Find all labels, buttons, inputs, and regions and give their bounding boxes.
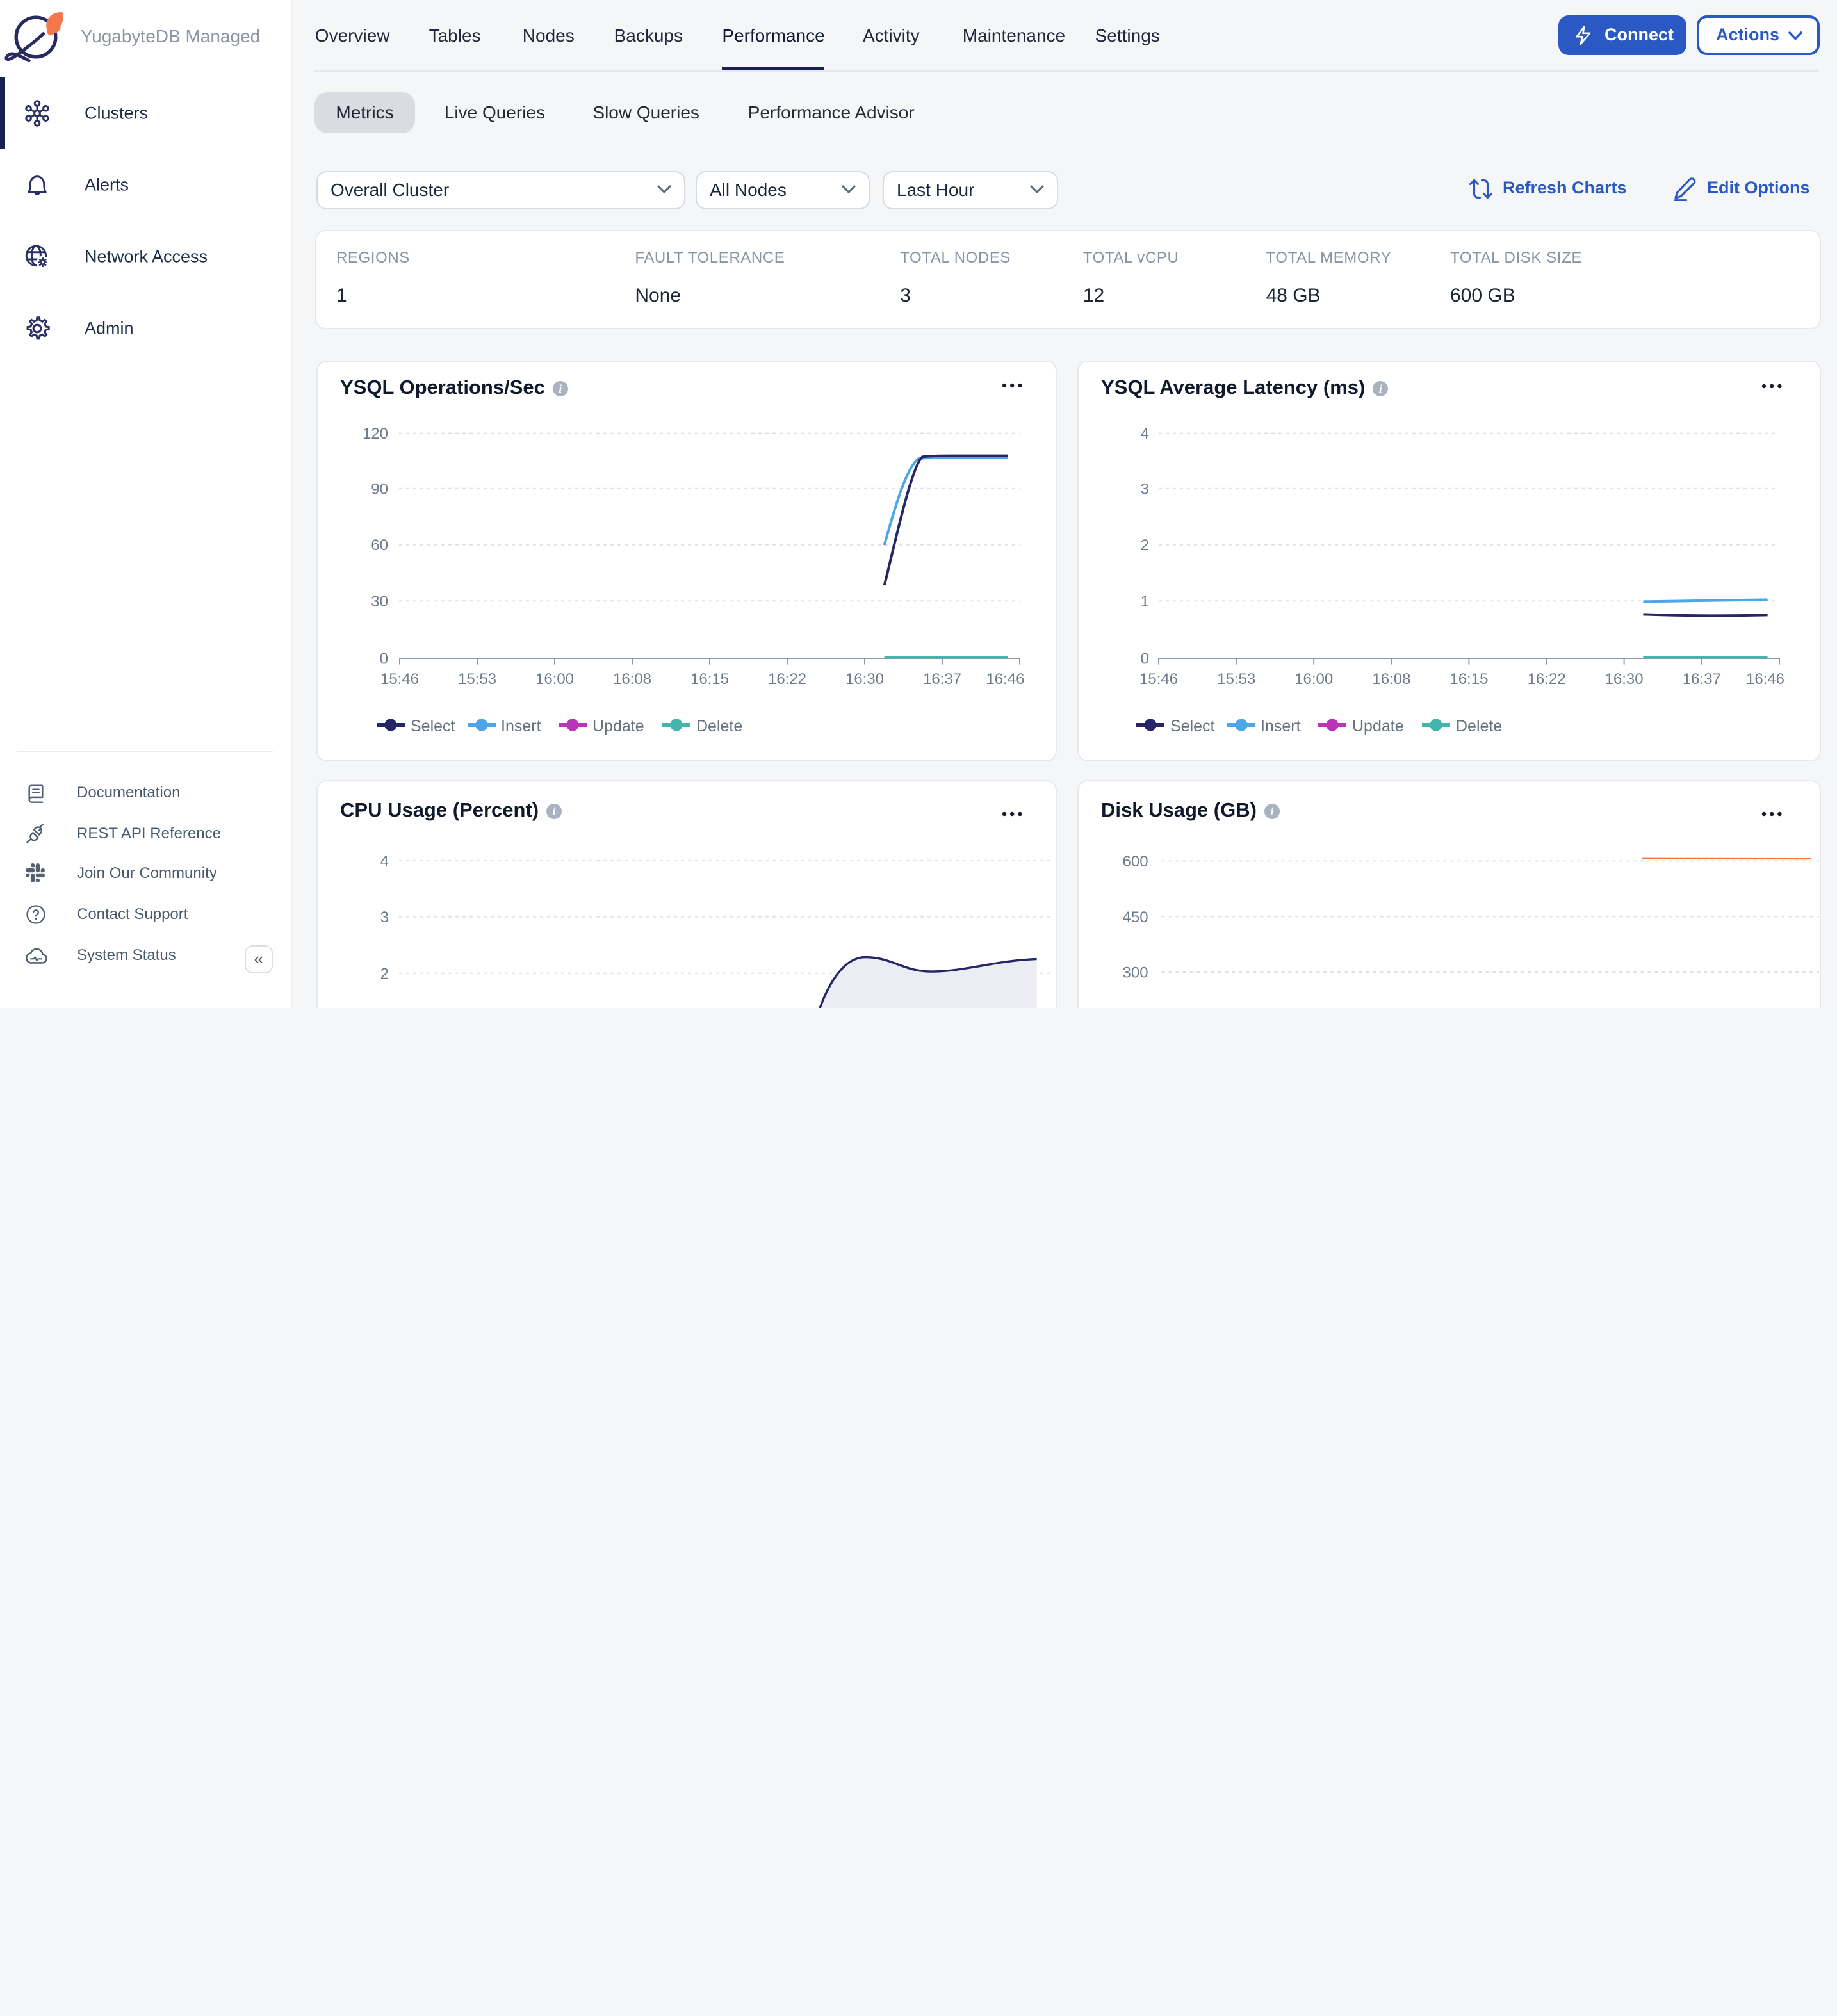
svg-text:4: 4 bbox=[1141, 425, 1149, 443]
svg-text:16:00: 16:00 bbox=[1294, 671, 1333, 688]
svg-text:Select: Select bbox=[1170, 717, 1215, 735]
svg-text:90: 90 bbox=[371, 480, 388, 498]
svg-text:16:46: 16:46 bbox=[986, 671, 1024, 688]
svg-text:3: 3 bbox=[380, 909, 389, 926]
svg-text:Insert: Insert bbox=[1261, 717, 1301, 735]
svg-text:15:53: 15:53 bbox=[1217, 671, 1255, 688]
svg-text:0: 0 bbox=[380, 651, 388, 668]
svg-text:16:30: 16:30 bbox=[1605, 671, 1644, 688]
svg-text:16:37: 16:37 bbox=[923, 671, 961, 688]
svg-text:Insert: Insert bbox=[501, 717, 541, 735]
svg-text:450: 450 bbox=[1123, 909, 1148, 926]
svg-text:15:46: 15:46 bbox=[1139, 671, 1178, 688]
svg-text:Update: Update bbox=[1352, 717, 1404, 735]
svg-text:15:53: 15:53 bbox=[458, 671, 496, 688]
svg-text:16:15: 16:15 bbox=[1449, 671, 1488, 688]
svg-text:2: 2 bbox=[1141, 537, 1149, 554]
svg-text:16:00: 16:00 bbox=[535, 671, 574, 688]
svg-text:120: 120 bbox=[363, 425, 388, 443]
svg-text:0: 0 bbox=[1141, 651, 1149, 668]
svg-text:300: 300 bbox=[1123, 964, 1148, 981]
svg-text:16:37: 16:37 bbox=[1683, 671, 1721, 688]
svg-text:60: 60 bbox=[371, 537, 388, 554]
svg-text:16:15: 16:15 bbox=[690, 671, 729, 688]
svg-text:16:46: 16:46 bbox=[1746, 671, 1784, 688]
svg-text:4: 4 bbox=[380, 853, 389, 870]
svg-text:16:30: 16:30 bbox=[845, 671, 884, 688]
svg-text:30: 30 bbox=[371, 593, 388, 610]
svg-text:3: 3 bbox=[1141, 480, 1149, 498]
svg-text:1: 1 bbox=[1141, 593, 1149, 610]
svg-text:16:08: 16:08 bbox=[1372, 671, 1410, 688]
svg-text:15:46: 15:46 bbox=[380, 671, 419, 688]
svg-text:600: 600 bbox=[1123, 853, 1148, 870]
svg-text:16:22: 16:22 bbox=[1528, 671, 1566, 688]
svg-text:16:08: 16:08 bbox=[613, 671, 651, 688]
svg-text:2: 2 bbox=[380, 965, 389, 982]
svg-text:Select: Select bbox=[411, 717, 455, 735]
svg-text:16:22: 16:22 bbox=[768, 671, 806, 688]
svg-text:Delete: Delete bbox=[1456, 717, 1502, 735]
svg-text:Update: Update bbox=[592, 717, 644, 735]
svg-text:Delete: Delete bbox=[696, 717, 742, 735]
